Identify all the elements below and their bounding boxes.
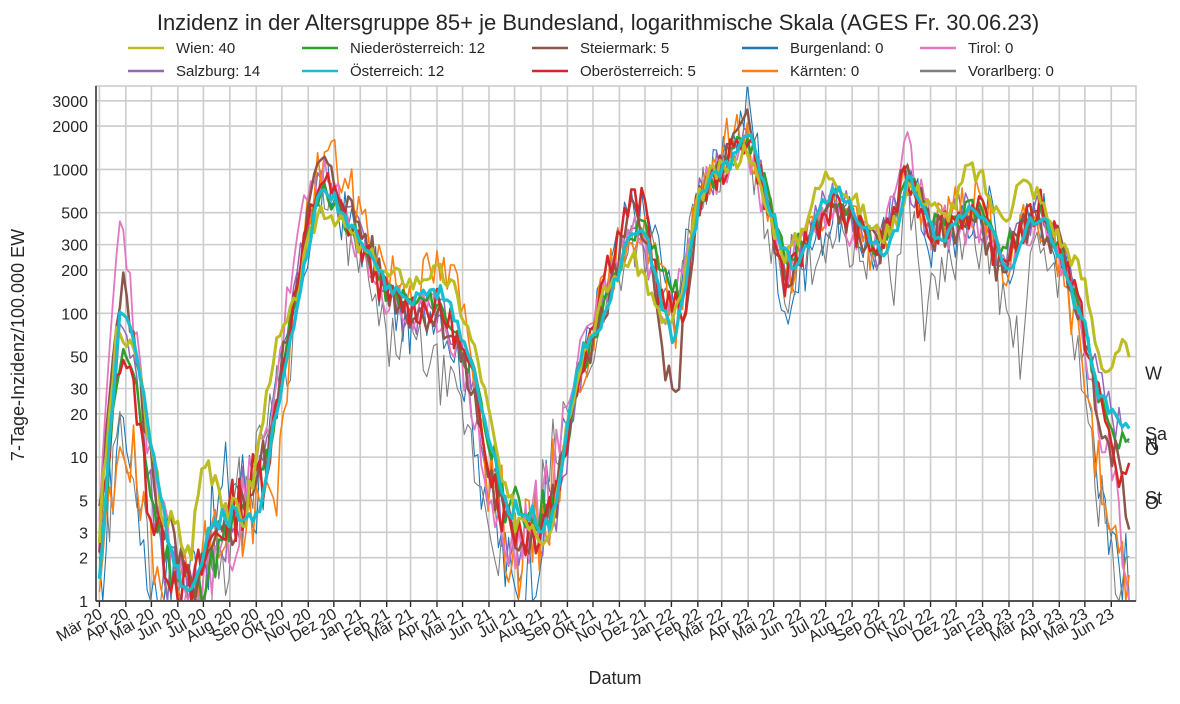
legend-label: Oberösterreich: 5 [580, 63, 696, 80]
legend-label: Tirol: 0 [968, 40, 1013, 57]
legend-label: Niederösterreich: 12 [350, 40, 485, 57]
y-tick-label: 300 [61, 238, 88, 255]
series-line-wien [97, 143, 1131, 562]
series-line-österreich [97, 133, 1131, 592]
end-label: Sa [1145, 424, 1168, 444]
y-tick-label: 3 [79, 525, 88, 542]
legend: Wien: 40 Salzburg: 14 Niederösterreich: 12… [128, 40, 1054, 80]
y-tick-label: 30 [70, 381, 88, 398]
legend-label: Vorarlberg: 0 [968, 63, 1054, 80]
end-label: N [1145, 434, 1158, 454]
legend-label: Wien: 40 [176, 40, 235, 57]
x-axis-label: Datum [588, 668, 641, 688]
end-label: Ö [1145, 439, 1159, 459]
y-tick-label: 500 [61, 206, 88, 223]
legend-label: Kärnten: 0 [790, 63, 859, 80]
y-tick-label: 10 [70, 450, 88, 467]
y-tick-label: 100 [61, 306, 88, 323]
y-tick-label: 1000 [52, 162, 88, 179]
legend-label: Österreich: 12 [350, 62, 444, 80]
y-tick-label: 20 [70, 407, 88, 424]
y-tick-label: 2000 [52, 119, 88, 136]
end-label: St [1145, 488, 1162, 508]
y-tick-label: 1 [79, 594, 88, 611]
plot-area: 123510203050100200300500100020003000Mär … [52, 85, 1168, 646]
y-tick-label: 3000 [52, 94, 88, 111]
legend-label: Burgenland: 0 [790, 40, 883, 57]
end-label: O [1145, 493, 1159, 513]
y-tick-label: 200 [61, 263, 88, 280]
y-tick-label: 50 [70, 350, 88, 367]
end-label: W [1145, 364, 1162, 384]
legend-label: Steiermark: 5 [580, 40, 669, 57]
legend-label: Salzburg: 14 [176, 63, 260, 80]
series-line-kärnten [98, 113, 1130, 601]
series-lines [97, 86, 1131, 601]
chart-title: Inzidenz in der Altersgruppe 85+ je Bund… [157, 10, 1039, 35]
y-tick-label: 2 [79, 551, 88, 568]
y-tick-label: 5 [79, 493, 88, 510]
y-axis-label: 7-Tage-Inzidenz/100.000 EW [8, 229, 28, 461]
